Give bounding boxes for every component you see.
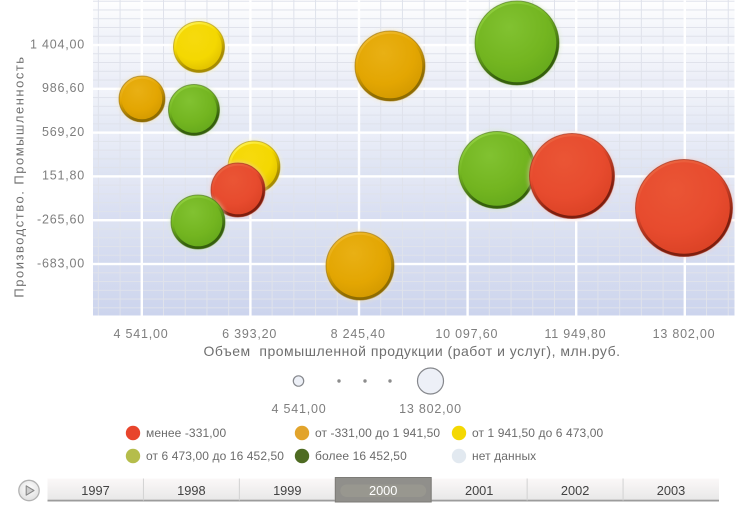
svg-text:2000: 2000 [369,483,397,498]
svg-text:1 404,00: 1 404,00 [30,37,85,51]
svg-text:6 393,20: 6 393,20 [222,327,277,341]
svg-text:-265,60: -265,60 [37,213,85,227]
svg-text:11 949,80: 11 949,80 [544,327,606,341]
svg-text:от -331,00 до 1 941,50: от -331,00 до 1 941,50 [315,426,440,440]
svg-text:10 097,60: 10 097,60 [435,327,498,341]
svg-text:13 802,00: 13 802,00 [399,402,462,416]
svg-text:1998: 1998 [177,483,205,498]
svg-text:Объем промышленной продукции: Объем промышленной продукции (работ и ус… [204,343,621,359]
svg-text:13 802,00: 13 802,00 [653,327,716,341]
svg-text:от 6 473,00 до 16 452,50: от 6 473,00 до 16 452,50 [146,449,284,463]
svg-text:4 541,00: 4 541,00 [113,327,168,341]
svg-text:-683,00: -683,00 [37,256,85,270]
svg-text:от 1 941,50 до 6 473,00: от 1 941,50 до 6 473,00 [472,426,604,440]
svg-text:986,60: 986,60 [42,81,85,95]
svg-text:нет данных: нет данных [472,449,536,463]
svg-text:1997: 1997 [81,483,109,498]
svg-text:менее -331,00: менее -331,00 [146,426,226,440]
svg-text:2001: 2001 [465,483,493,498]
svg-text:151,80: 151,80 [42,169,85,183]
svg-text:1999: 1999 [273,483,301,498]
svg-text:более 16 452,50: более 16 452,50 [315,449,407,463]
svg-text:4 541,00: 4 541,00 [271,402,326,416]
svg-text:2003: 2003 [657,483,685,498]
svg-text:Производство. Промышленность: Производство. Промышленность [12,55,27,297]
svg-text:2002: 2002 [561,483,589,498]
svg-text:569,20: 569,20 [42,125,85,139]
svg-text:8 245,40: 8 245,40 [331,327,386,341]
